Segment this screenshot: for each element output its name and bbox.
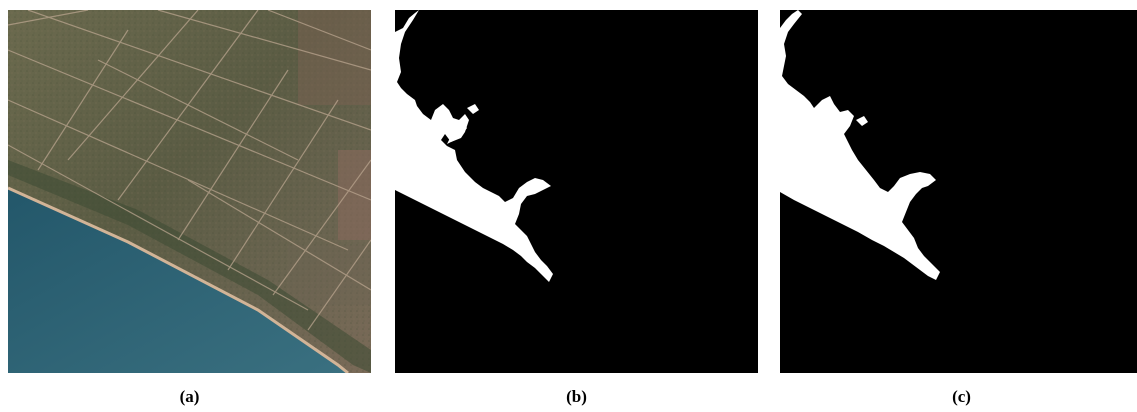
mask-foreground-b [395, 10, 553, 282]
tracks [8, 10, 371, 331]
caption-a: (a) [179, 387, 200, 406]
mask-panel-c [780, 10, 1137, 373]
binary-mask-c [780, 10, 1137, 373]
satellite-image [8, 10, 371, 373]
mask-panel-b [395, 10, 758, 373]
mask-foreground-c [780, 10, 940, 280]
caption-b: (b) [566, 387, 587, 406]
sea-area [8, 188, 348, 373]
satellite-image-panel [8, 10, 371, 373]
binary-mask-b [395, 10, 758, 373]
beach-line [8, 186, 349, 373]
caption-c: (c) [952, 387, 971, 406]
